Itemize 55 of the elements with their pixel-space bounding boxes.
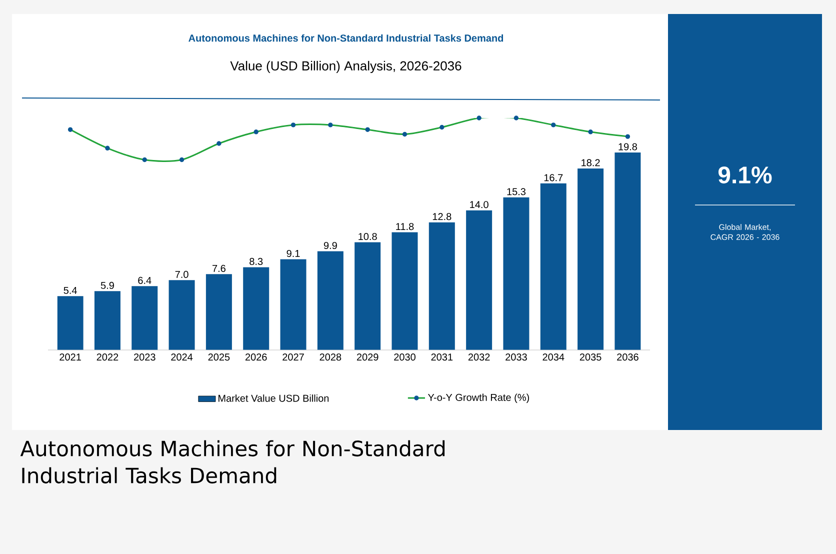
data-label: 7.6 [212, 264, 226, 272]
text: 9.1% [718, 166, 772, 184]
data-label: 14.0 [470, 201, 488, 208]
data-label: 19.8 [618, 143, 637, 150]
data-label: 9.9 [324, 242, 337, 250]
data-label: 18.2 [582, 159, 600, 166]
bar [392, 232, 418, 350]
x-tick-label: 2024 [171, 354, 193, 361]
bar [206, 274, 232, 350]
bar [354, 242, 381, 350]
chart-subtitle: Value (USD Billion) Analysis, 2026-2036 [230, 60, 462, 74]
text: Autonomous Machines for Non-Standard Industrial Tasks Demand [20, 440, 445, 484]
data-label: 12.8 [432, 213, 452, 220]
data-label: 6.4 [138, 276, 152, 284]
data-label: 16.7 [544, 174, 563, 182]
bar [132, 286, 158, 350]
x-tick-label: 2025 [208, 354, 230, 361]
bar [614, 152, 641, 350]
bar [280, 259, 306, 350]
x-tick-label: 2033 [506, 354, 527, 361]
x-tick-label: 2028 [320, 354, 342, 361]
bar [540, 183, 566, 350]
data-label: 7.0 [175, 270, 188, 278]
bar [503, 197, 530, 350]
x-tick-label: 2023 [134, 354, 156, 361]
data-label: 8.3 [250, 258, 263, 265]
x-tick-label: 2032 [468, 354, 490, 361]
data-label: 11.8 [396, 223, 414, 230]
bar [168, 280, 195, 350]
data-label: 9.1 [286, 250, 300, 258]
x-tick-label: 2035 [580, 354, 602, 361]
data-label: 5.4 [64, 286, 77, 294]
legend-label: Y-o-Y Growth Rate (%) [428, 394, 529, 403]
bar [428, 222, 455, 350]
x-tick-label: 2021 [60, 354, 81, 361]
chart-title: Autonomous Machines for Non-Standard Industrial Tasks Demand [188, 34, 504, 42]
x-tick-label: 2036 [617, 354, 638, 361]
x-tick-label: 2026 [245, 354, 267, 361]
x-tick-label: 2022 [96, 354, 118, 361]
bar [466, 210, 492, 350]
bar [243, 267, 270, 350]
bar [57, 296, 84, 350]
x-tick-label: 2034 [542, 354, 564, 361]
bar [317, 251, 344, 350]
legend-label: Market Value USD Billion [218, 394, 329, 402]
bar [578, 168, 604, 350]
x-tick-label: 2030 [394, 354, 416, 361]
data-label: 5.9 [100, 282, 114, 289]
x-tick-label: 2031 [431, 354, 453, 361]
data-label: 15.3 [507, 188, 526, 196]
x-tick-label: 2027 [282, 354, 304, 361]
data-label: 10.8 [358, 232, 377, 240]
x-tick-label: 2029 [356, 354, 378, 361]
text: Global Market, CAGR 2026 - 2036 [710, 224, 780, 240]
bar [94, 291, 120, 350]
